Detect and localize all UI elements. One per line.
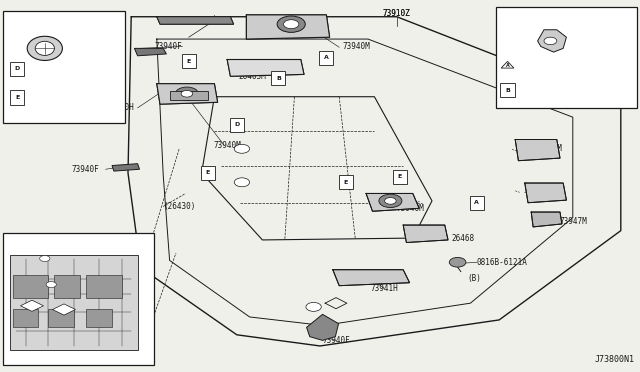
Text: (26410J): (26410J): [6, 248, 31, 253]
Polygon shape: [157, 17, 234, 24]
Bar: [10, 90, 24, 105]
Text: 84536M: 84536M: [32, 64, 60, 73]
Polygon shape: [227, 60, 304, 76]
Polygon shape: [525, 183, 566, 203]
Polygon shape: [157, 84, 218, 104]
Text: 73940M: 73940M: [534, 144, 562, 153]
Text: A: A: [324, 55, 329, 60]
Polygon shape: [333, 270, 410, 286]
Ellipse shape: [35, 41, 54, 55]
Bar: [496, 7, 637, 108]
Text: 73940M: 73940M: [397, 204, 424, 213]
Text: 73940M: 73940M: [342, 42, 370, 51]
Polygon shape: [501, 61, 514, 68]
Text: B: B: [505, 87, 510, 93]
Text: D: D: [234, 122, 239, 127]
Text: 0816B-6121A: 0816B-6121A: [477, 258, 527, 267]
Text: E: E: [398, 174, 402, 179]
Circle shape: [544, 37, 557, 45]
Polygon shape: [52, 304, 76, 315]
Circle shape: [40, 256, 50, 262]
Circle shape: [181, 90, 193, 97]
Text: (26432): (26432): [6, 311, 28, 316]
Text: 73946N: 73946N: [200, 16, 228, 25]
Bar: [319, 51, 333, 65]
Polygon shape: [538, 30, 566, 52]
Circle shape: [449, 257, 466, 267]
Text: (26410J): (26410J): [51, 276, 76, 281]
Text: A: A: [506, 63, 509, 68]
Text: J73800N1: J73800N1: [595, 355, 635, 364]
Circle shape: [234, 178, 250, 187]
Text: 26468: 26468: [451, 234, 474, 243]
Bar: [470, 196, 484, 210]
Text: SEC.264: SEC.264: [8, 241, 38, 247]
Polygon shape: [20, 300, 44, 311]
Text: 26463M: 26463M: [239, 72, 267, 81]
Text: 73941H: 73941H: [370, 284, 398, 293]
Polygon shape: [134, 48, 166, 56]
Bar: [182, 54, 196, 68]
Bar: [500, 83, 515, 97]
Bar: [10, 62, 24, 76]
Text: 84536MA: 84536MA: [32, 93, 65, 102]
Text: CLIP: CLIP: [502, 17, 520, 23]
Bar: [201, 166, 215, 180]
Bar: [10, 255, 138, 350]
Text: (B): (B): [467, 275, 481, 283]
Text: 73947M: 73947M: [560, 217, 588, 226]
Circle shape: [46, 282, 56, 288]
Text: A: A: [474, 200, 479, 205]
Circle shape: [175, 87, 198, 100]
Circle shape: [277, 16, 305, 32]
Text: (26432+AX)(LH): (26432+AX)(LH): [45, 348, 85, 353]
Polygon shape: [366, 193, 419, 211]
Bar: [48, 309, 74, 327]
Bar: [393, 170, 407, 184]
Polygon shape: [112, 164, 140, 171]
Circle shape: [385, 198, 396, 204]
Text: 73910FA: 73910FA: [522, 86, 554, 94]
Polygon shape: [515, 140, 560, 161]
Bar: [86, 309, 112, 327]
Circle shape: [284, 20, 299, 29]
Text: NUT-SPR,PUSH IN: NUT-SPR,PUSH IN: [8, 20, 72, 26]
Text: 73940F: 73940F: [72, 165, 99, 174]
Text: 73910Z: 73910Z: [383, 9, 411, 17]
Ellipse shape: [28, 36, 63, 61]
Bar: [3, 11, 125, 123]
Bar: [271, 71, 285, 85]
Text: (RH): (RH): [6, 348, 19, 353]
Bar: [3, 232, 154, 365]
Bar: [86, 275, 122, 298]
Bar: [230, 118, 244, 132]
Text: E: E: [15, 95, 19, 100]
Text: 73910Z: 73910Z: [383, 9, 411, 17]
Bar: [13, 309, 38, 327]
Text: 73940M: 73940M: [213, 141, 241, 150]
Bar: [339, 175, 353, 189]
Circle shape: [306, 302, 321, 311]
Text: B: B: [276, 76, 281, 81]
Text: E: E: [206, 170, 210, 176]
Text: 73940F: 73940F: [322, 336, 350, 345]
Text: E: E: [187, 59, 191, 64]
Circle shape: [234, 144, 250, 153]
Text: D: D: [15, 66, 20, 71]
Text: (26430): (26430): [163, 202, 196, 211]
Text: 73940H: 73940H: [107, 103, 134, 112]
Text: 73940F: 73940F: [538, 187, 565, 196]
Bar: [54, 275, 80, 298]
Bar: [170, 91, 208, 100]
Polygon shape: [307, 314, 339, 340]
Polygon shape: [246, 15, 330, 39]
Text: E: E: [344, 180, 348, 185]
Polygon shape: [403, 225, 448, 243]
Text: 73940F: 73940F: [155, 42, 182, 51]
Polygon shape: [531, 212, 562, 227]
Circle shape: [379, 194, 402, 208]
Bar: [13, 275, 48, 298]
Text: 73910F: 73910F: [522, 61, 549, 70]
